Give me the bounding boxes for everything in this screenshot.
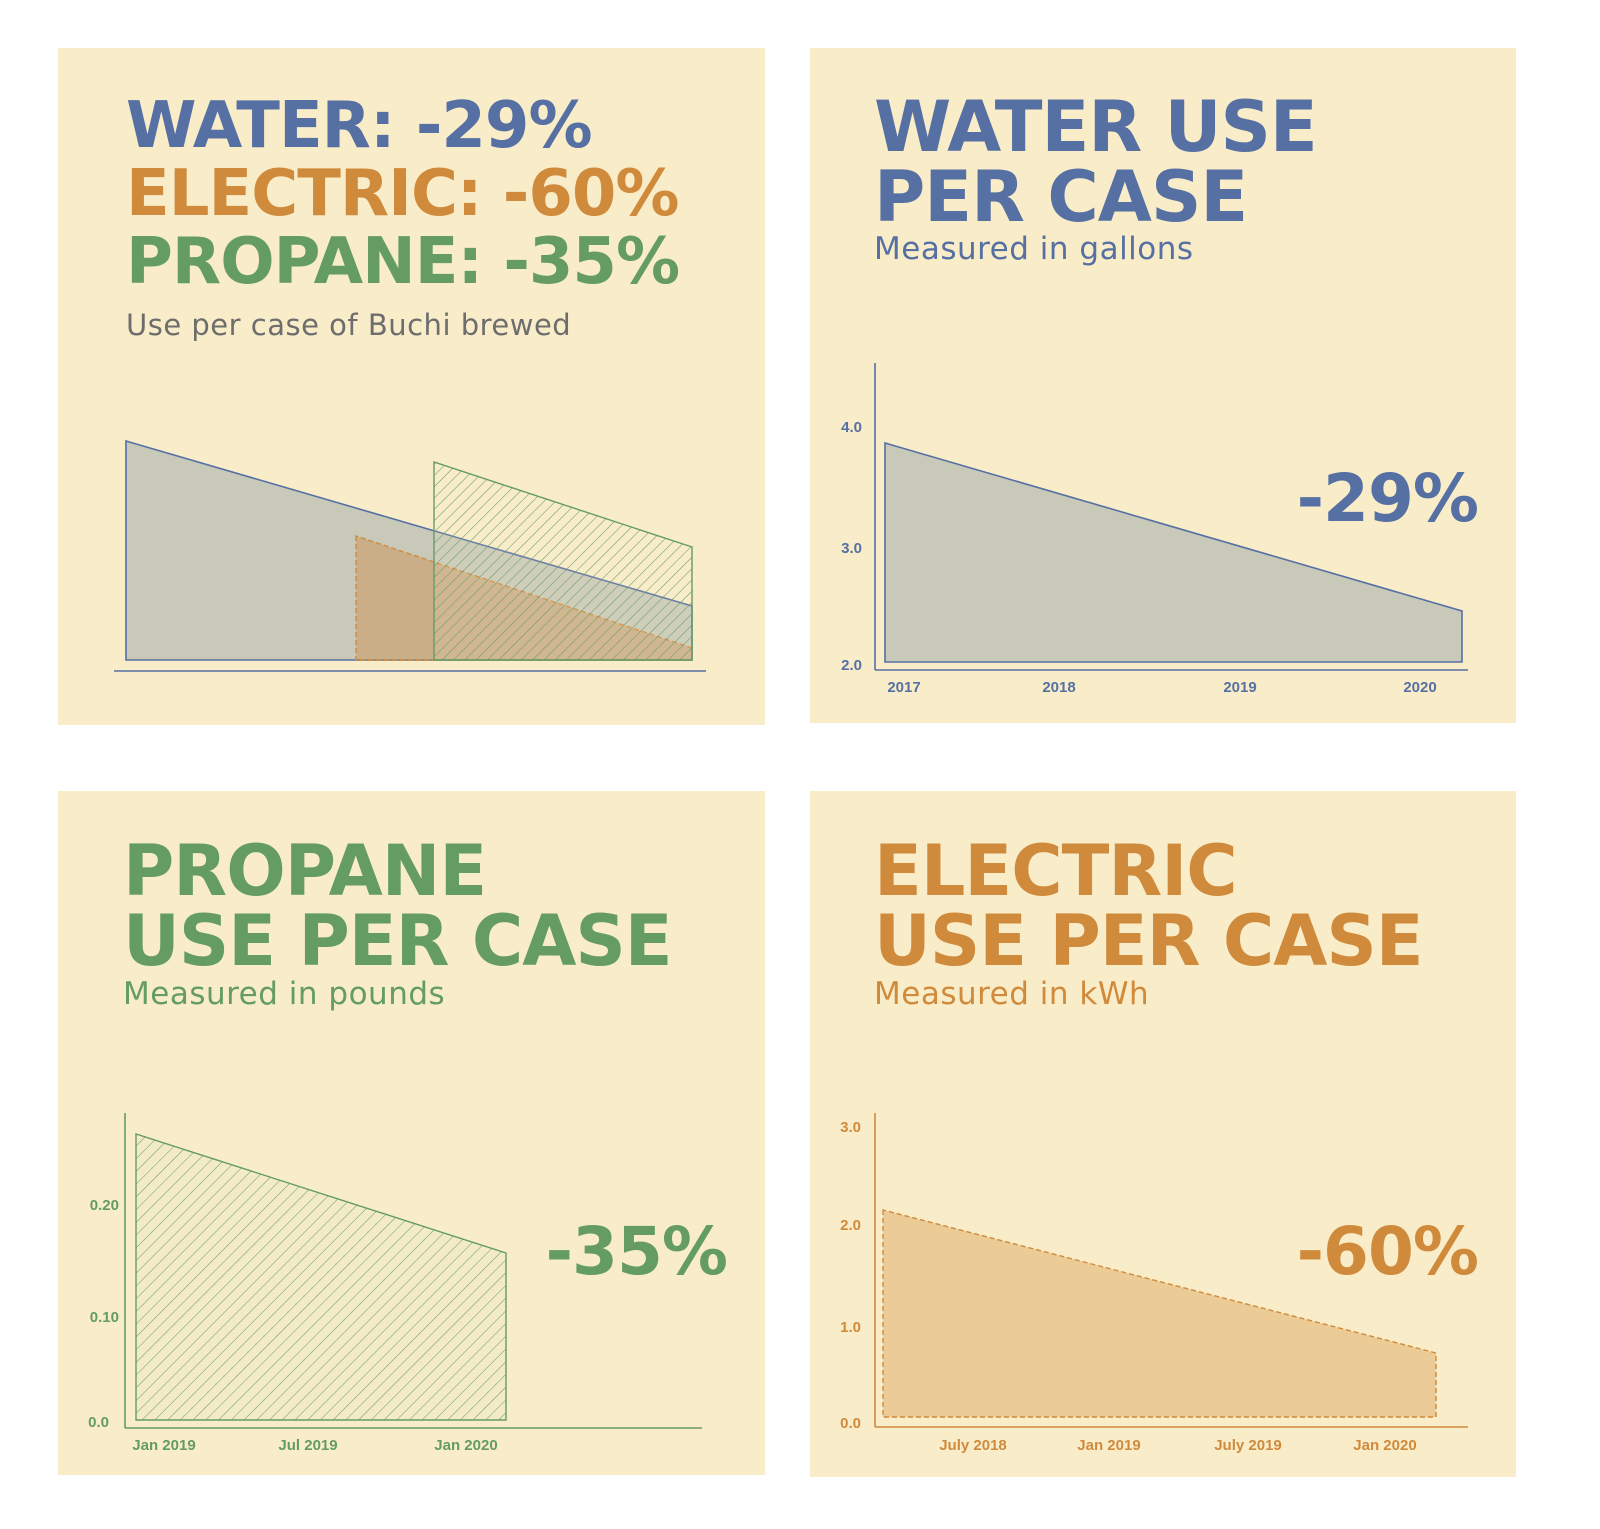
water-subtitle: Measured in gallons (874, 231, 1194, 267)
electric-change: -60% (1296, 1213, 1479, 1290)
summary-chart (114, 439, 706, 672)
water-area (884, 441, 1463, 663)
electric-subtitle: Measured in kWh (874, 976, 1150, 1012)
electric-x-tick-jul2018: July 2018 (939, 1437, 1007, 1454)
propane-change: -35% (545, 1213, 728, 1290)
propane-subtitle: Measured in pounds (123, 976, 446, 1012)
propane-y-tick-00: 0.0 (88, 1414, 109, 1431)
water-title-line2: PER CASE (874, 156, 1248, 238)
propane-area (135, 1133, 507, 1421)
electric-title-line1: ELECTRIC (874, 830, 1238, 912)
electric-y-tick-0: 0.0 (840, 1415, 861, 1432)
water-y-tick-2: 2.0 (841, 657, 862, 674)
electric-area (882, 1209, 1437, 1418)
summary-electric-line: ELECTRIC: -60% (126, 157, 680, 231)
summary-propane-area (433, 461, 693, 661)
propane-y-tick-010: 0.10 (90, 1309, 119, 1326)
propane-x-tick-jul2019: Jul 2019 (278, 1437, 337, 1454)
water-x-tick-2020: 2020 (1403, 679, 1436, 696)
propane-x-tick-jan2020: Jan 2020 (434, 1437, 497, 1454)
electric-y-tick-2: 2.0 (840, 1217, 861, 1234)
propane-title-line1: PROPANE (123, 830, 487, 912)
water-x-tick-2018: 2018 (1042, 679, 1075, 696)
water-title-line1: WATER USE (874, 86, 1318, 168)
electric-x-tick-jan2019: Jan 2019 (1077, 1437, 1140, 1454)
summary-panel: WATER: -29% ELECTRIC: -60% PROPANE: -35%… (58, 48, 765, 725)
summary-subtitle: Use per case of Buchi brewed (126, 308, 572, 342)
water-chart: 4.0 3.0 2.0 2017 2018 2019 2020 (841, 363, 1468, 696)
water-x-tick-2019: 2019 (1223, 679, 1256, 696)
electric-title-line2: USE PER CASE (874, 900, 1424, 982)
electric-panel: ELECTRIC USE PER CASE Measured in kWh -6… (810, 791, 1516, 1477)
water-change: -29% (1296, 460, 1479, 537)
summary-propane-line: PROPANE: -35% (126, 225, 680, 299)
propane-chart: 0.20 0.10 0.0 Jan 2019 Jul 2019 Jan 2020 (88, 1113, 702, 1454)
summary-water-line: WATER: -29% (126, 89, 593, 163)
propane-x-tick-jan2019: Jan 2019 (132, 1437, 195, 1454)
propane-y-tick-020: 0.20 (90, 1197, 119, 1214)
water-x-tick-2017: 2017 (887, 679, 920, 696)
electric-chart: 3.0 2.0 1.0 0.0 July 2018 Jan 2019 July … (840, 1113, 1468, 1454)
electric-x-tick-jul2019: July 2019 (1214, 1437, 1282, 1454)
propane-panel: PROPANE USE PER CASE Measured in pounds … (58, 791, 765, 1475)
propane-title-line2: USE PER CASE (123, 900, 673, 982)
water-y-tick-4: 4.0 (841, 419, 862, 436)
electric-x-tick-jan2020: Jan 2020 (1353, 1437, 1416, 1454)
water-y-tick-3: 3.0 (841, 540, 862, 557)
electric-y-tick-1: 1.0 (840, 1319, 861, 1336)
water-panel: WATER USE PER CASE Measured in gallons -… (810, 48, 1516, 723)
electric-y-tick-3: 3.0 (840, 1119, 861, 1136)
